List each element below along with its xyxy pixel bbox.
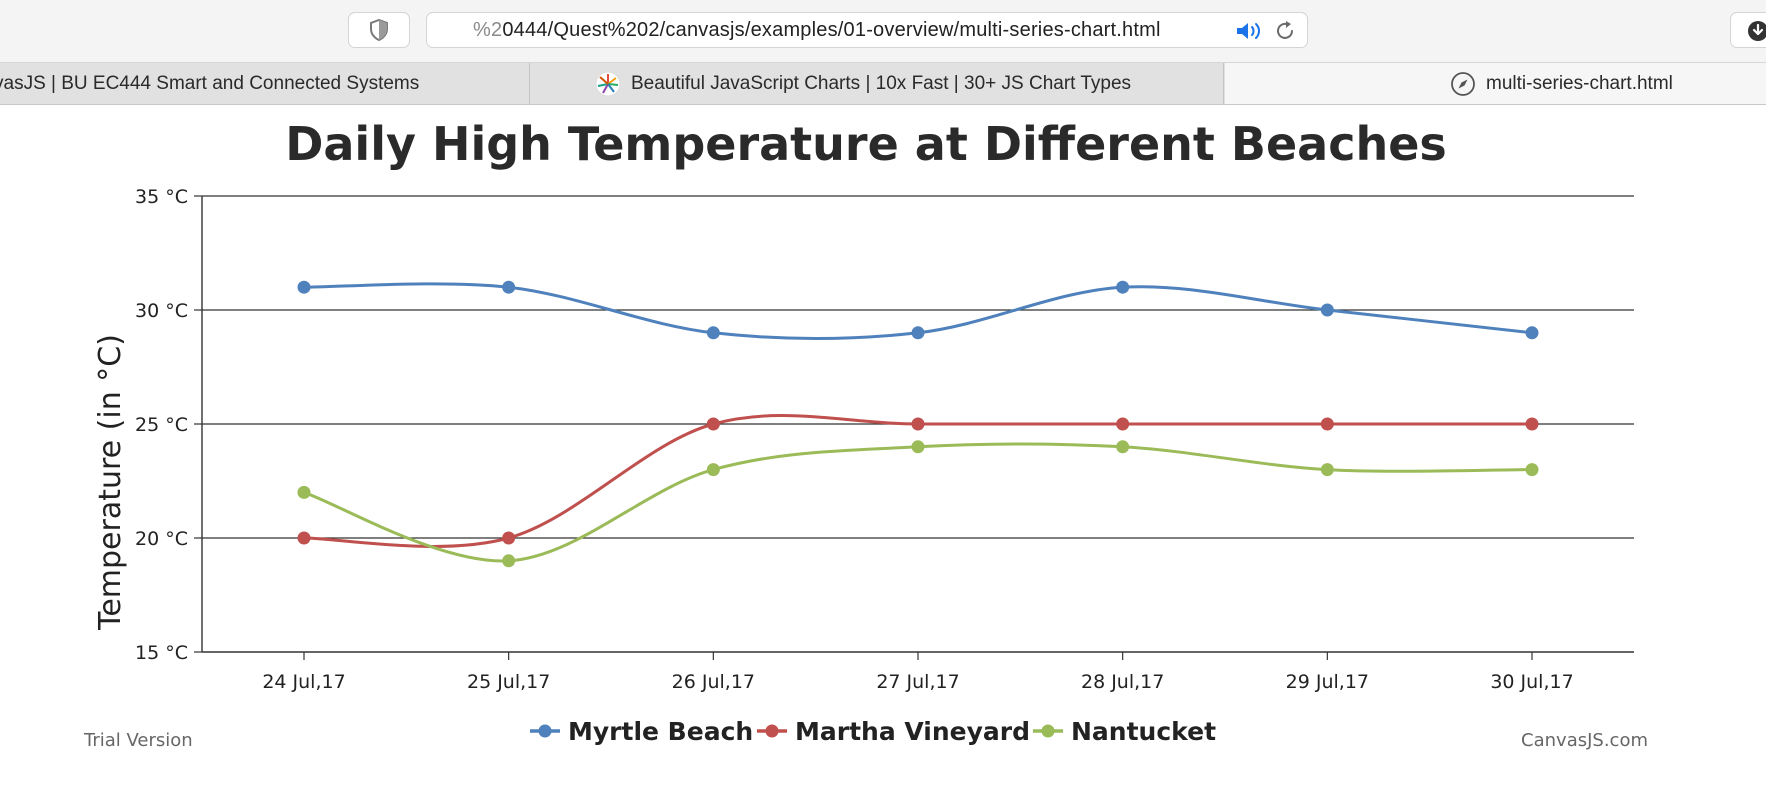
x-tick-label: 24 Jul,17 — [262, 671, 345, 693]
x-tick-label: 29 Jul,17 — [1286, 671, 1369, 693]
data-point[interactable] — [1320, 417, 1334, 431]
legend-swatch-marker — [538, 724, 552, 738]
y-tick-label: 35 °C — [135, 186, 188, 208]
x-tick-label: 30 Jul,17 — [1490, 671, 1573, 693]
tab-multi-series-chart[interactable]: multi-series-chart.html — [1225, 63, 1766, 104]
data-point[interactable] — [297, 485, 311, 499]
download-icon — [1748, 21, 1766, 41]
url-text: %20444/Quest%202/canvasjs/examples/01-ov… — [473, 19, 1161, 42]
data-point[interactable] — [1525, 417, 1539, 431]
data-point[interactable] — [1525, 463, 1539, 477]
data-point[interactable] — [502, 554, 516, 568]
tab-bu-ec444[interactable]: vasJS | BU EC444 Smart and Connected Sys… — [0, 63, 530, 104]
trial-version-label: Trial Version — [83, 730, 193, 751]
y-tick-label: 15 °C — [135, 642, 188, 664]
grid-lines — [202, 195, 1634, 539]
shield-icon — [370, 19, 388, 41]
tab-label: vasJS | BU EC444 Smart and Connected Sys… — [0, 72, 420, 94]
legend-entry-label[interactable]: Myrtle Beach — [568, 717, 753, 746]
privacy-report-button[interactable] — [348, 12, 410, 48]
compass-icon — [1450, 71, 1476, 97]
data-point[interactable] — [1116, 440, 1130, 454]
series-line-1 — [303, 414, 1532, 548]
data-point[interactable] — [502, 280, 516, 294]
data-point[interactable] — [706, 417, 720, 431]
legend-entry-label[interactable]: Martha Vineyard — [795, 717, 1030, 746]
data-point[interactable] — [911, 440, 925, 454]
tab-label: multi-series-chart.html — [1486, 72, 1673, 94]
legend-swatch-marker — [1041, 724, 1055, 738]
url-path: 0444/Quest%202/canvasjs/examples/01-over… — [502, 19, 1161, 41]
data-point[interactable] — [911, 326, 925, 340]
data-point[interactable] — [1320, 303, 1334, 317]
data-point[interactable] — [1320, 463, 1334, 477]
x-tick-label: 27 Jul,17 — [876, 671, 959, 693]
y-tick-label: 30 °C — [135, 300, 188, 322]
downloads-button[interactable] — [1730, 12, 1766, 48]
axes — [194, 195, 1634, 660]
canvasjs-logo-icon — [595, 71, 621, 97]
data-point[interactable] — [1116, 417, 1130, 431]
url-prefix: %2 — [473, 19, 503, 41]
canvasjs-credit-link[interactable]: CanvasJS.com — [1521, 730, 1648, 751]
data-point[interactable] — [706, 326, 720, 340]
x-tick-label: 25 Jul,17 — [467, 671, 550, 693]
data-point[interactable] — [911, 417, 925, 431]
data-point[interactable] — [1525, 326, 1539, 340]
data-point[interactable] — [502, 531, 516, 545]
browser-toolbar: %20444/Quest%202/canvasjs/examples/01-ov… — [0, 0, 1766, 63]
data-point[interactable] — [297, 531, 311, 545]
chart-title: Daily High Temperature at Different Beac… — [285, 117, 1447, 171]
data-point[interactable] — [1116, 280, 1130, 294]
x-tick-label: 26 Jul,17 — [672, 671, 755, 693]
legend-swatch-marker — [765, 724, 779, 738]
legend-entry-label[interactable]: Nantucket — [1071, 717, 1216, 746]
x-tick-label: 28 Jul,17 — [1081, 671, 1164, 693]
data-point[interactable] — [297, 280, 311, 294]
address-bar[interactable]: %20444/Quest%202/canvasjs/examples/01-ov… — [426, 12, 1308, 48]
y-axis-label: Temperature (in °C) — [93, 334, 128, 631]
y-tick-label: 25 °C — [135, 414, 188, 436]
y-tick-label: 20 °C — [135, 528, 188, 550]
speaker-icon[interactable] — [1235, 20, 1265, 42]
legend: Myrtle Beach Martha Vineyard Nantucket — [530, 717, 1216, 746]
tab-bar: vasJS | BU EC444 Smart and Connected Sys… — [0, 63, 1766, 105]
tab-canvasjs[interactable]: Beautiful JavaScript Charts | 10x Fast |… — [531, 63, 1224, 104]
multi-series-line-chart: Daily High Temperature at Different Beac… — [83, 117, 1648, 751]
reload-icon[interactable] — [1273, 19, 1297, 43]
data-point[interactable] — [706, 463, 720, 477]
series-group — [297, 280, 1539, 568]
tab-label: Beautiful JavaScript Charts | 10x Fast |… — [631, 72, 1132, 94]
tick-labels: 15 °C 20 °C 25 °C 30 °C 35 °C 24 Jul,17 25 Jul… — [135, 186, 1574, 693]
